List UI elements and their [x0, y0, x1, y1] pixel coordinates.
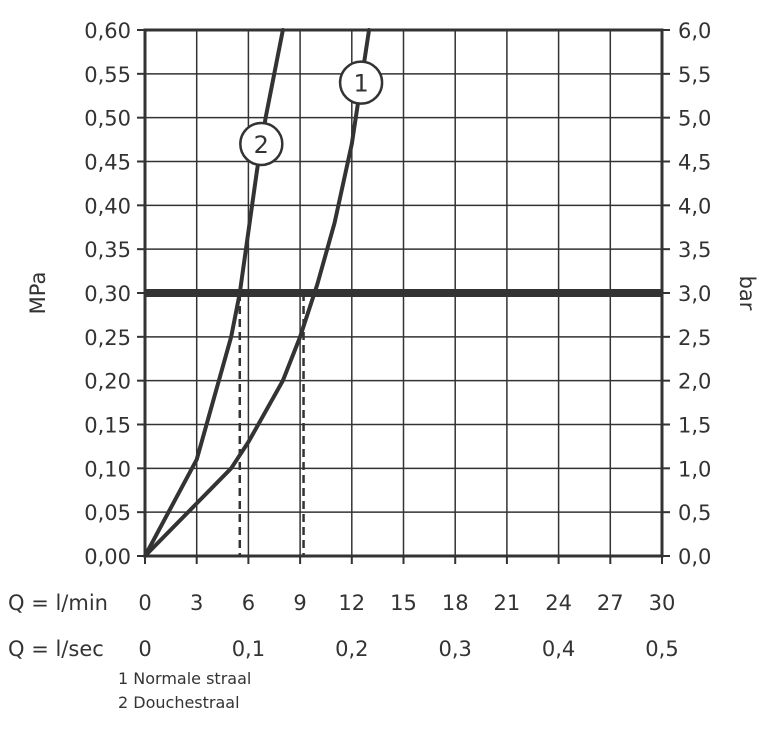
y-left-tick-label: 0,00: [84, 545, 131, 569]
x-lpm-tick-label: 27: [597, 591, 624, 615]
x-lpm-tick-label: 24: [545, 591, 572, 615]
y-axis-label-right: bar: [735, 276, 759, 311]
y-right-tick-label: 1,0: [678, 457, 711, 481]
x-lpm-tick-label: 21: [494, 591, 521, 615]
y-left-tick-label: 0,05: [84, 501, 131, 525]
series-marker-circle-1: [338, 60, 384, 105]
y-right-tick-label: 5,5: [678, 63, 711, 87]
x-lpm-tick-label: 30: [649, 591, 676, 615]
legend-item-1: 1 Normale straal: [118, 669, 252, 688]
y-left-tick-label: 0,55: [84, 63, 131, 87]
series-marker-circle-2: [239, 121, 284, 167]
y-left-tick-label: 0,30: [84, 282, 131, 306]
y-right-tick-label: 6,0: [678, 19, 711, 43]
x-lpm-tick-label: 18: [442, 591, 469, 615]
y-right-tick-label: 4,0: [678, 194, 711, 218]
y-left-tick-label: 0,25: [84, 326, 131, 350]
x-lps-tick-label: 0,5: [645, 637, 678, 661]
legend-item-2: 2 Douchestraal: [118, 693, 240, 712]
y-right-tick-label: 5,0: [678, 107, 711, 131]
y-left-tick-label: 0,60: [84, 19, 131, 43]
y-right-tick-label: 3,5: [678, 238, 711, 262]
series-line-1: [143, 28, 372, 558]
x-lps-tick-label: 0: [138, 637, 151, 661]
x-lps-tick-label: 0,4: [542, 637, 575, 661]
y-right-tick-label: 1,5: [678, 414, 711, 438]
y-right-tick-label: 0,5: [678, 501, 711, 525]
series-marker-label-1: 1: [353, 70, 368, 98]
x-lps-tick-label: 0,2: [335, 637, 368, 661]
x-lpm-tick-label: 12: [338, 591, 365, 615]
y-left-tick-label: 0,20: [84, 370, 131, 394]
series-marker-label-2: 2: [254, 131, 269, 159]
y-right-tick-label: 3,0: [678, 282, 711, 306]
y-left-tick-label: 0,50: [84, 107, 131, 131]
y-left-tick-label: 0,10: [84, 457, 131, 481]
y-left-tick-label: 0,45: [84, 151, 131, 175]
x-lps-tick-label: 0,3: [438, 637, 471, 661]
x-lpm-tick-label: 3: [190, 591, 203, 615]
x-lpm-tick-label: 0: [138, 591, 151, 615]
x-lpm-tick-label: 9: [293, 591, 306, 615]
y-axis-label-left: MPa: [26, 272, 50, 315]
x-axis-label-lpm: Q = l/min: [8, 591, 108, 615]
y-left-tick-label: 0,35: [84, 238, 131, 262]
y-left-tick-label: 0,40: [84, 194, 131, 218]
x-axis-label-lps: Q = l/sec: [8, 637, 104, 661]
x-lpm-tick-label: 6: [242, 591, 255, 615]
x-lps-tick-label: 0,1: [232, 637, 265, 661]
y-right-tick-label: 4,5: [678, 151, 711, 175]
y-left-tick-label: 0,15: [84, 414, 131, 438]
y-right-tick-label: 2,0: [678, 370, 711, 394]
y-right-tick-label: 0,0: [678, 545, 711, 569]
y-right-tick-label: 2,5: [678, 326, 711, 350]
x-lpm-tick-label: 15: [390, 591, 417, 615]
